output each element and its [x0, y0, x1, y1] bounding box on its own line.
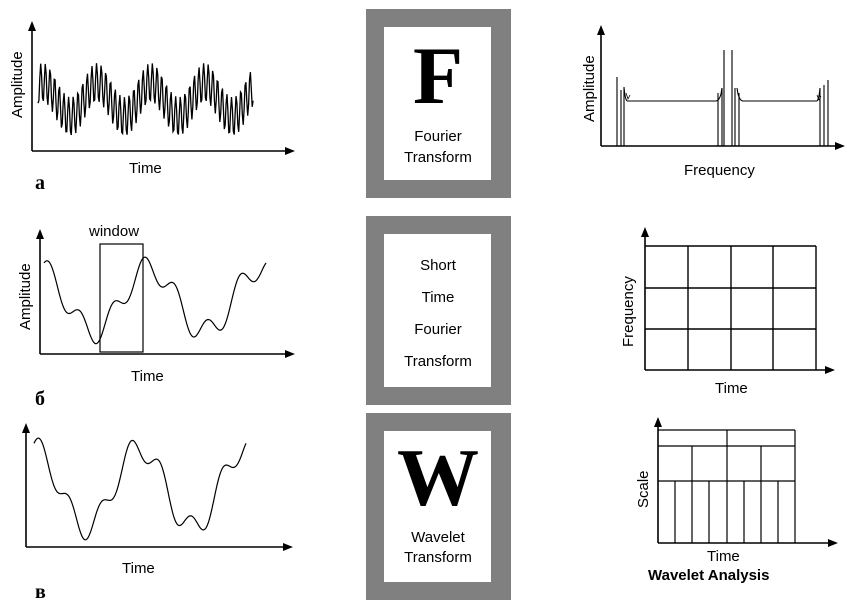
signal-ylabel-b: Amplitude [17, 263, 34, 330]
spectrum-curve [616, 50, 829, 146]
row-c: Time в W Wavelet Transform [22, 413, 838, 600]
scale-tiling-lines [658, 429, 796, 543]
signal-plot-a: Amplitude Time а [9, 21, 295, 194]
window-label: window [88, 223, 139, 240]
wavelet-letter: W [397, 432, 479, 523]
stft-box: Short Time Fourier Transform [366, 216, 511, 405]
scale-xlabel: Time [707, 548, 740, 565]
scale-ylabel: Scale [635, 470, 652, 508]
panel-letter-b: б [35, 388, 45, 410]
smooth-signal-curve-c [33, 437, 247, 541]
tf-ylabel: Frequency [620, 276, 637, 347]
spectrum-plot: Amplitude Frequency [581, 25, 845, 179]
signal-plot-b: window Amplitude Time б [17, 223, 295, 410]
signal-xlabel-b: Time [131, 368, 164, 385]
stft-window [99, 243, 144, 353]
wavelet-label-line1: Wavelet [411, 529, 465, 546]
scale-time-tiling: Scale Time Wavelet Analysis [635, 417, 838, 584]
signal-xlabel-a: Time [129, 160, 162, 177]
wavelet-analysis-caption: Wavelet Analysis [648, 567, 769, 584]
tf-xlabel: Time [715, 380, 748, 397]
fourier-label-line2: Transform [404, 149, 472, 166]
spectrum-xlabel: Frequency [684, 162, 755, 179]
time-frequency-grid: Frequency Time [620, 227, 835, 397]
signal-plot-c: Time в [22, 423, 293, 600]
stft-label-line4: Transform [404, 353, 472, 370]
smooth-signal-curve-b [43, 256, 267, 345]
stft-label-line3: Fourier [414, 321, 462, 338]
stft-label-line2: Time [422, 289, 455, 306]
wavelet-box-inner [384, 431, 491, 582]
wavelet-transform-box: W Wavelet Transform [366, 413, 511, 600]
tf-grid-lines [645, 245, 817, 370]
fourier-box-inner [384, 27, 491, 180]
wavelet-label-line2: Transform [404, 549, 472, 566]
fourier-label-line1: Fourier [414, 128, 462, 145]
fourier-transform-box: F Fourier Transform [366, 9, 511, 198]
row-a: Amplitude Time а F Fourier Transform Amp… [9, 9, 845, 198]
panel-letter-c: в [35, 581, 46, 600]
stft-box-inner [384, 234, 491, 387]
spectrum-ylabel: Amplitude [581, 55, 598, 122]
row-b: window Amplitude Time б Short Time Fouri… [17, 216, 835, 410]
panel-letter-a: а [35, 172, 45, 194]
signal-xlabel-c: Time [122, 560, 155, 577]
fourier-letter: F [413, 30, 463, 121]
noisy-signal-curve [37, 63, 254, 136]
stft-label-line1: Short [420, 257, 457, 274]
signal-ylabel-a: Amplitude [9, 51, 26, 118]
